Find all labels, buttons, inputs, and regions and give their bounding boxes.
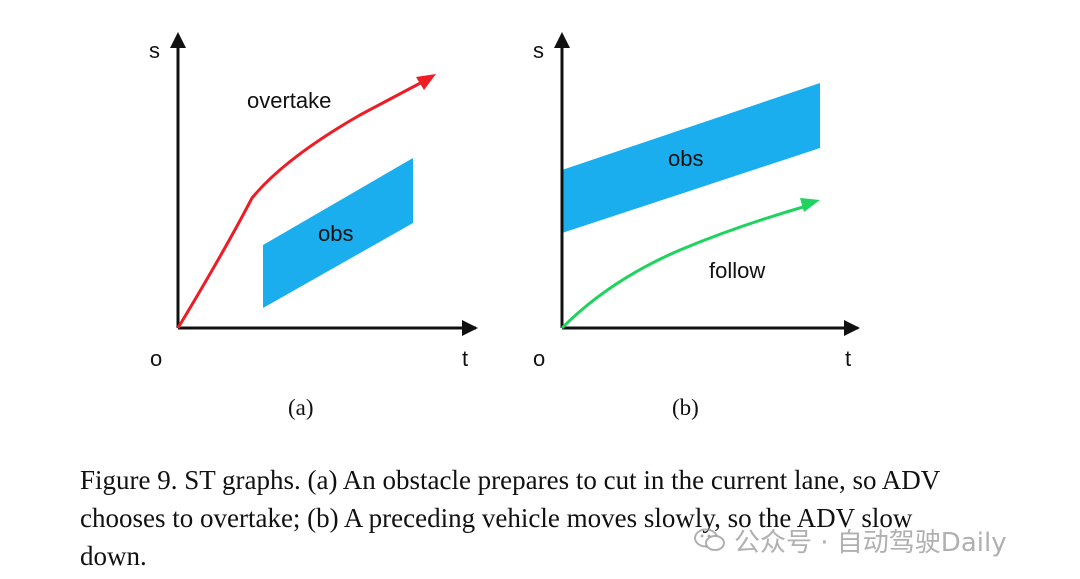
watermark: 公众号 · 自动驾驶Daily bbox=[694, 522, 1007, 558]
trajectory-label-b: follow bbox=[709, 258, 765, 283]
figure-caption: Figure 9. ST graphs. (a) An obstacle pre… bbox=[80, 465, 940, 571]
follow-trajectory bbox=[560, 203, 811, 330]
panel-b: s t o obs follow (b) bbox=[533, 32, 860, 420]
s-axis-arrowhead-a bbox=[170, 32, 186, 48]
s-axis-label-b: s bbox=[533, 38, 544, 63]
obstacle-label-a: obs bbox=[318, 221, 353, 246]
wechat-icon bbox=[694, 528, 725, 551]
t-axis-label-a: t bbox=[462, 346, 468, 371]
sub-label-a: (a) bbox=[288, 395, 314, 420]
s-axis-label-a: s bbox=[149, 38, 160, 63]
overtake-trajectory bbox=[176, 77, 429, 329]
obstacle-region-a bbox=[263, 158, 413, 308]
panel-a: s t o overtake obs (a) bbox=[149, 32, 478, 420]
origin-label-a: o bbox=[150, 346, 162, 371]
t-axis-label-b: t bbox=[845, 346, 851, 371]
s-axis-arrowhead-b bbox=[554, 32, 570, 48]
obstacle-region-b bbox=[562, 83, 820, 233]
origin-label-b: o bbox=[533, 346, 545, 371]
obstacle-label-b: obs bbox=[668, 146, 703, 171]
watermark-text: 公众号 · 自动驾驶Daily bbox=[734, 527, 1007, 558]
t-axis-arrowhead-a bbox=[462, 320, 478, 336]
trajectory-label-a: overtake bbox=[247, 88, 331, 113]
sub-label-b: (b) bbox=[672, 395, 699, 420]
t-axis-arrowhead-b bbox=[844, 320, 860, 336]
overtake-arrowhead bbox=[416, 74, 436, 90]
follow-arrowhead bbox=[800, 198, 820, 212]
